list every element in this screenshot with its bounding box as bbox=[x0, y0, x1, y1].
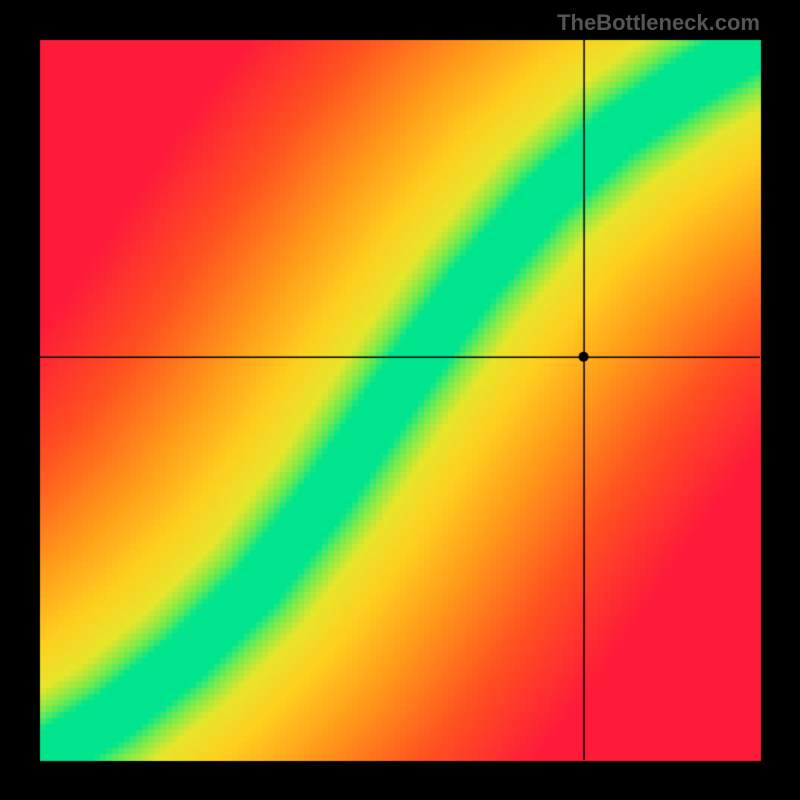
watermark-text: TheBottleneck.com bbox=[557, 10, 760, 36]
heatmap-canvas bbox=[0, 0, 800, 800]
chart-container: TheBottleneck.com bbox=[0, 0, 800, 800]
